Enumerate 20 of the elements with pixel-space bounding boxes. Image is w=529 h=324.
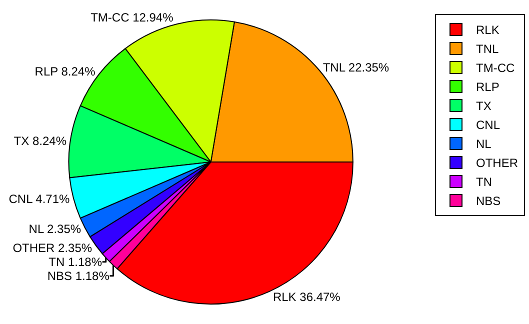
legend-label: NBS xyxy=(476,194,501,208)
legend-label: OTHER xyxy=(476,156,518,170)
category-label: NL 2.35% xyxy=(28,222,82,236)
category-label: TX 8.24% xyxy=(14,134,66,148)
legend-label: TN xyxy=(476,175,492,190)
category-label: TN 1.18% xyxy=(48,254,102,269)
legend-label: RLK xyxy=(476,23,500,38)
category-label: RLP 8.24% xyxy=(34,64,96,79)
legend-label: TX xyxy=(476,99,492,114)
legend-label: TNL xyxy=(476,42,499,56)
category-label: TM-CC 12.94% xyxy=(90,10,174,24)
legend-label: NL xyxy=(476,137,492,152)
legend-label: CNL xyxy=(476,118,500,132)
category-label: RLK 36.47% xyxy=(272,290,340,304)
category-label: NBS 1.18% xyxy=(47,268,110,283)
category-label: CNL 4.71% xyxy=(8,192,70,206)
category-label: OTHER 2.35% xyxy=(12,240,92,255)
category-label: TNL 22.35% xyxy=(322,60,390,74)
legend-label: RLP xyxy=(476,80,500,94)
legend-label: TM-CC xyxy=(476,61,515,76)
